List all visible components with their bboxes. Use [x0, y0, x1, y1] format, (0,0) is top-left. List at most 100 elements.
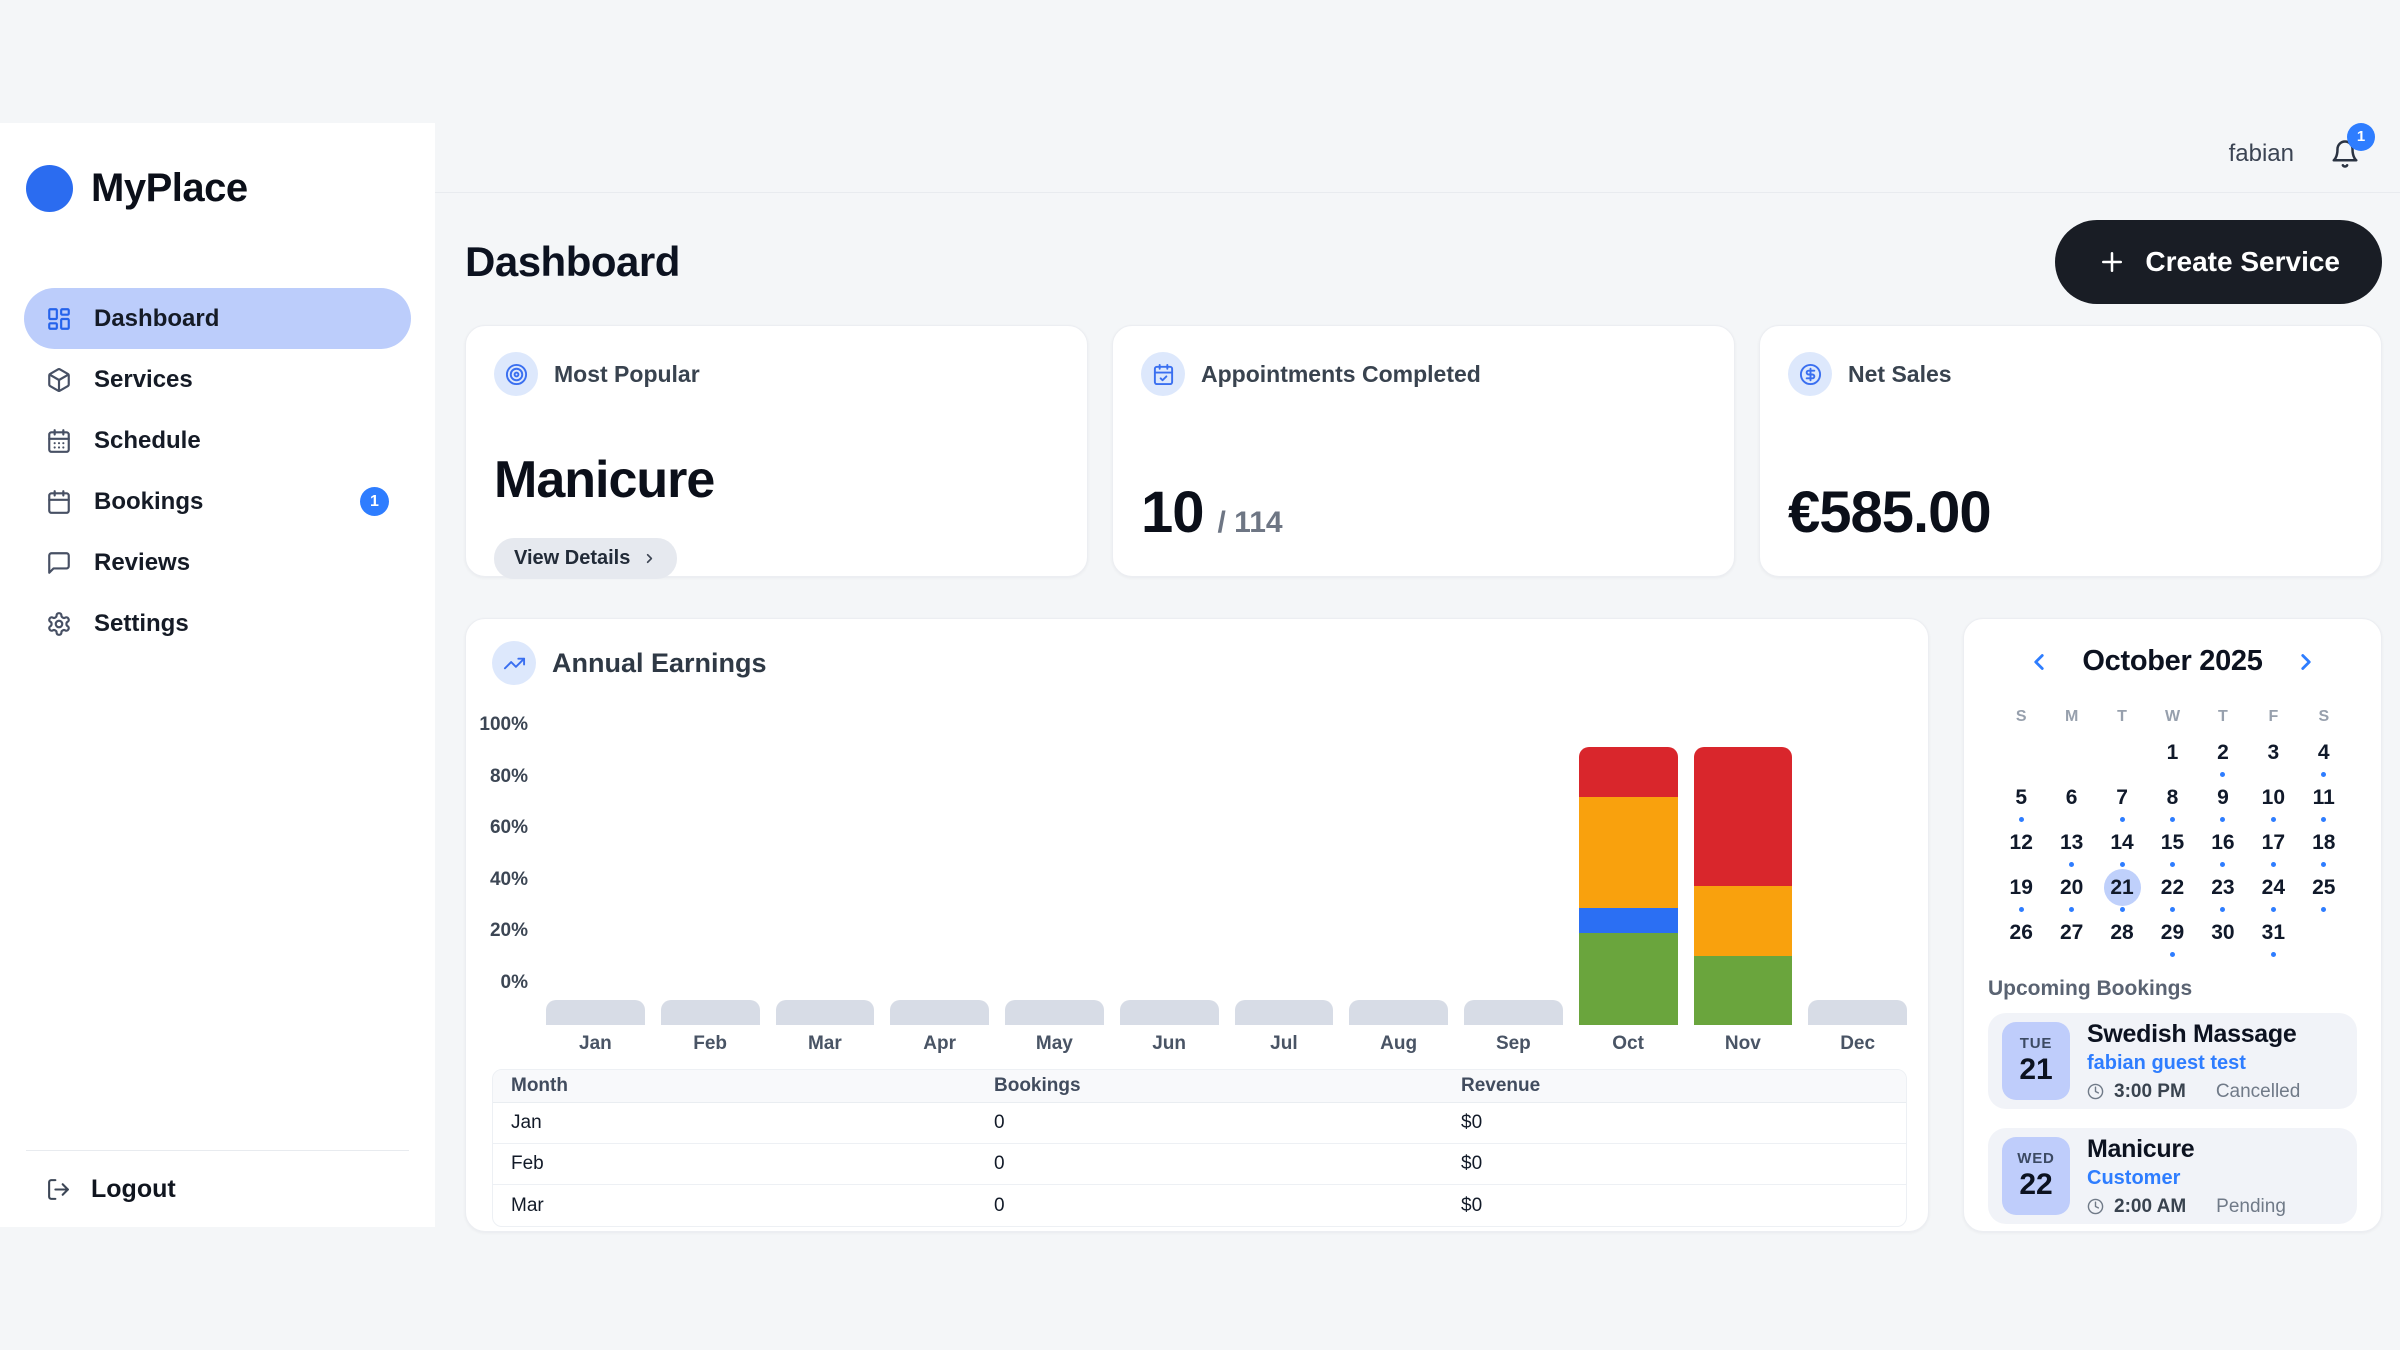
create-service-label: Create Service [2145, 245, 2340, 277]
notifications-bell-button[interactable]: 1 [2330, 122, 2375, 169]
calendar-day-number: 23 [2211, 875, 2235, 899]
booking-item[interactable]: TUE 21 Swedish Massage fabian guest test… [1988, 1013, 2357, 1109]
booking-item[interactable]: WED 22 Manicure Customer 2:00 AM Pending [1988, 1128, 2357, 1224]
calendar-panel: October 2025 S M T W T F S 1 [1963, 618, 2382, 1232]
cell-bookings: 0 [994, 1194, 1005, 1216]
sidebar-item-settings[interactable]: Settings [24, 593, 411, 654]
calendar-day[interactable]: 13 [2046, 824, 2096, 869]
booking-dot [2069, 862, 2075, 867]
calendar-day[interactable]: 23 [2198, 869, 2248, 914]
x-axis-label: Aug [1380, 1033, 1418, 1054]
empty-month-stub [1005, 1000, 1104, 1025]
calendar-day-number: 25 [2312, 875, 2336, 899]
table-row: Feb 0 $0 [493, 1144, 1906, 1185]
view-details-button[interactable]: View Details [494, 538, 678, 579]
table-header-revenue: Revenue [1461, 1075, 1541, 1096]
calendar-day[interactable]: 20 [2046, 869, 2096, 914]
booking-client-link[interactable]: Customer [2087, 1166, 2181, 1189]
calendar-day[interactable]: 29 [2147, 914, 2197, 959]
calendar-day[interactable]: 24 [2248, 869, 2298, 914]
upcoming-bookings-list: TUE 21 Swedish Massage fabian guest test… [1988, 1013, 2357, 1224]
table-header-month: Month [511, 1075, 568, 1096]
calendar-day[interactable]: 5 [1996, 779, 2046, 824]
sidebar-item-dashboard[interactable]: Dashboard [24, 288, 411, 349]
calendar-day[interactable]: 9 [2198, 779, 2248, 824]
calendar-day[interactable]: 2 [2198, 734, 2248, 779]
calendar-day[interactable]: 27 [2046, 914, 2096, 959]
calendar-day[interactable]: 30 [2198, 914, 2248, 959]
booking-dot [2270, 817, 2276, 822]
calendar-day[interactable]: 7 [2097, 779, 2147, 824]
sidebar-item-reviews[interactable]: Reviews [24, 532, 411, 593]
username[interactable]: fabian [2228, 139, 2294, 167]
weekday-label: S [2015, 708, 2027, 725]
bar-segment [1578, 797, 1678, 909]
calendar-day-number [2003, 734, 2040, 771]
calendar-day-number: 16 [2211, 830, 2235, 854]
booking-date-box: TUE 21 [2002, 1022, 2070, 1100]
x-axis-label: Nov [1724, 1033, 1761, 1054]
table-row: Mar 0 $0 [493, 1185, 1906, 1226]
calendar-day[interactable]: 28 [2097, 914, 2147, 959]
calendar-day[interactable]: 12 [1996, 824, 2046, 869]
booking-client-link[interactable]: fabian guest test [2087, 1051, 2246, 1074]
calendar-day[interactable]: 10 [2248, 779, 2298, 824]
sidebar-item-bookings[interactable]: Bookings 1 [24, 471, 411, 532]
plus-icon [2102, 251, 2123, 272]
calendar-day-number: 18 [2312, 830, 2336, 854]
calendar-day[interactable]: 14 [2097, 824, 2147, 869]
calendar-icon [46, 489, 72, 515]
empty-month-stub [1119, 1000, 1219, 1025]
calendar-day[interactable]: 4 [2299, 734, 2349, 779]
create-service-button[interactable]: Create Service [2055, 219, 2382, 304]
logout-button[interactable]: Logout [26, 1151, 409, 1227]
calendar-prev-button[interactable] [2026, 649, 2052, 675]
bar-column-mar [775, 747, 875, 1025]
x-axis-label: Mar [807, 1033, 842, 1054]
calendar-day[interactable] [1996, 734, 2046, 779]
calendar-day[interactable] [2046, 734, 2096, 779]
calendar-day[interactable]: 19 [1996, 869, 2046, 914]
y-axis-tick: 0% [500, 971, 528, 993]
booking-title: Swedish Massage [2087, 1019, 2297, 1048]
calendar-day-number: 5 [2015, 785, 2028, 809]
calendar-day[interactable]: 1 [2147, 734, 2197, 779]
x-axis-label: Dec [1840, 1033, 1876, 1054]
calendar-day[interactable]: 16 [2198, 824, 2248, 869]
calendar-day[interactable]: 11 [2299, 779, 2349, 824]
earnings-table: Month Bookings Revenue Jan 0 $0 Feb 0 $0 [492, 1069, 1907, 1227]
calendar-day-number: 22 [2160, 875, 2185, 899]
x-axis-label: Jul [1270, 1033, 1298, 1054]
calendar-day[interactable]: 15 [2147, 824, 2197, 869]
calendar-day[interactable]: 6 [2046, 779, 2096, 824]
calendar-day[interactable]: 25 [2299, 869, 2349, 914]
x-axis-label: Jun [1152, 1033, 1187, 1054]
calendar-day[interactable]: 31 [2248, 914, 2298, 959]
logout-label: Logout [91, 1174, 176, 1203]
calendar-day[interactable]: 26 [1996, 914, 2046, 959]
calendar-day[interactable]: 21 [2097, 869, 2147, 914]
target-icon [494, 352, 538, 396]
bar-column-jan [546, 747, 645, 1025]
calendar-day[interactable]: 18 [2299, 824, 2349, 869]
empty-month-stub [890, 1000, 989, 1025]
x-axis-labels: Jan Feb Mar Apr May Jun Jul Aug Sep Oct Nov Dec [546, 1033, 1907, 1055]
calendar-day-number: 31 [2261, 920, 2286, 944]
calendar-next-button[interactable] [2293, 649, 2319, 675]
calendar-day-number: 8 [2166, 785, 2179, 809]
most-popular-value: Manicure [494, 451, 715, 509]
calendar-day[interactable] [2097, 734, 2147, 779]
page-head: Dashboard Create Service [465, 219, 2382, 304]
sidebar-nav: Dashboard Services Schedule Bookings 1 [0, 288, 435, 654]
y-axis-ticks: 100% 80% 60% 40% 20% 0% [466, 715, 528, 993]
calendar-day[interactable]: 17 [2248, 824, 2298, 869]
brand: MyPlace [0, 123, 435, 212]
calendar-day[interactable]: 8 [2147, 779, 2197, 824]
calendar-day[interactable]: 3 [2248, 734, 2298, 779]
calendar-day[interactable]: 22 [2147, 869, 2197, 914]
calendar-day-number: 14 [2110, 830, 2134, 854]
sidebar-item-schedule[interactable]: Schedule [24, 410, 411, 471]
sidebar-item-services[interactable]: Services [24, 349, 411, 410]
bar-segment [1578, 933, 1678, 1025]
y-axis-tick: 20% [489, 920, 528, 942]
